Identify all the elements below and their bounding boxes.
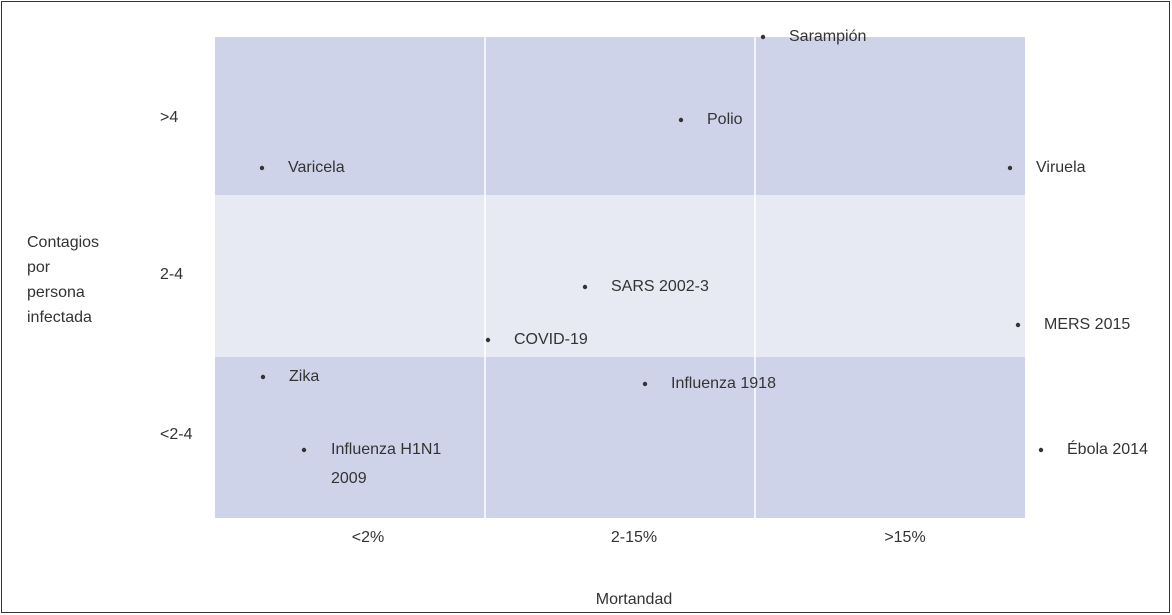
point [1038,447,1044,453]
y-category: 2-4 [160,266,183,283]
point-label: SARS 2002-3 [611,278,709,295]
point [1007,165,1013,171]
y-axis-label: persona [27,284,85,301]
point [301,447,307,453]
point-label: Polio [707,111,743,128]
point-label: 2009 [331,470,367,487]
point-label: Viruela [1036,159,1086,176]
point-label: Influenza 1918 [671,375,776,392]
point [1015,322,1021,328]
y-category: >4 [160,109,178,126]
point-label: COVID-19 [514,331,588,348]
x-category: <2% [352,529,384,546]
point-label: Sarampión [789,28,866,45]
y-category: <2-4 [160,426,193,443]
y-axis-label: por [27,259,51,276]
y-axis-label: Contagios [27,234,99,251]
point [642,381,648,387]
point-label: Influenza H1N1 [331,441,441,458]
y-axis-label: infectada [27,309,92,326]
point [678,117,684,123]
point [582,284,588,290]
x-axis-label: Mortandad [596,591,673,608]
band-low [215,357,1025,518]
x-category: 2-15% [611,529,657,546]
point-label: Ébola 2014 [1067,439,1148,458]
point [260,374,266,380]
x-category: >15% [884,529,925,546]
point-label: MERS 2015 [1044,316,1130,333]
point [485,337,491,343]
point-label: Zika [289,368,319,385]
band-mid [215,195,1025,357]
point [259,165,265,171]
band-high [215,37,1025,195]
point-label: Varicela [288,159,345,176]
point [760,34,766,40]
